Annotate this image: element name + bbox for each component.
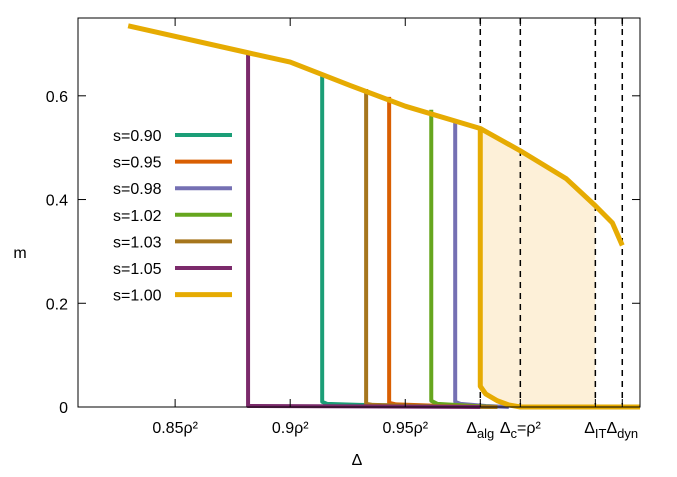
x-tick-label: 0.9ρ² xyxy=(272,420,309,437)
legend-label: s=1.05 xyxy=(113,261,162,278)
x-tick-label-main: 0.95ρ² xyxy=(382,420,428,437)
legend-label: s=1.03 xyxy=(113,234,162,251)
y-tick-label: 0.2 xyxy=(46,296,68,313)
x-tick-label-sub: c xyxy=(511,426,518,441)
x-tick-label: ΔIT xyxy=(584,420,606,441)
y-tick-label: 0.4 xyxy=(46,193,68,210)
y-tick-label: 0.6 xyxy=(46,89,68,106)
x-tick-label-main: 0.9ρ² xyxy=(272,420,309,437)
plot-frame xyxy=(77,17,641,408)
x-tick-label: 0.85ρ² xyxy=(152,420,198,437)
legend-label: s=0.90 xyxy=(113,128,162,145)
x-tick-label-suffix: =ρ² xyxy=(517,420,541,437)
x-tick-label-main: 0.85ρ² xyxy=(152,420,198,437)
legend-label: s=1.00 xyxy=(113,288,162,305)
x-tick-label-sub: dyn xyxy=(617,426,638,441)
x-tick-label-main: Δ xyxy=(500,420,511,437)
x-tick-label-sub: IT xyxy=(595,426,607,441)
x-tick-label-main: Δ xyxy=(584,420,595,437)
legend-label: s=0.98 xyxy=(113,181,162,198)
shaded-region xyxy=(480,128,596,407)
x-tick-label-sub: alg xyxy=(477,426,494,441)
x-tick-label: 0.95ρ² xyxy=(382,420,428,437)
x-tick-label: Δdyn xyxy=(606,420,638,441)
legend-label: s=0.95 xyxy=(113,155,162,172)
x-axis-label: Δ xyxy=(352,452,363,469)
x-tick-label-main: Δ xyxy=(466,420,477,437)
y-axis-label: m xyxy=(13,245,26,262)
x-tick-label: Δalg xyxy=(466,420,494,441)
x-tick-label: Δc=ρ² xyxy=(500,420,542,441)
x-tick-label-main: Δ xyxy=(606,420,617,437)
legend-label: s=1.02 xyxy=(113,208,162,225)
y-tick-label: 0 xyxy=(59,400,68,417)
